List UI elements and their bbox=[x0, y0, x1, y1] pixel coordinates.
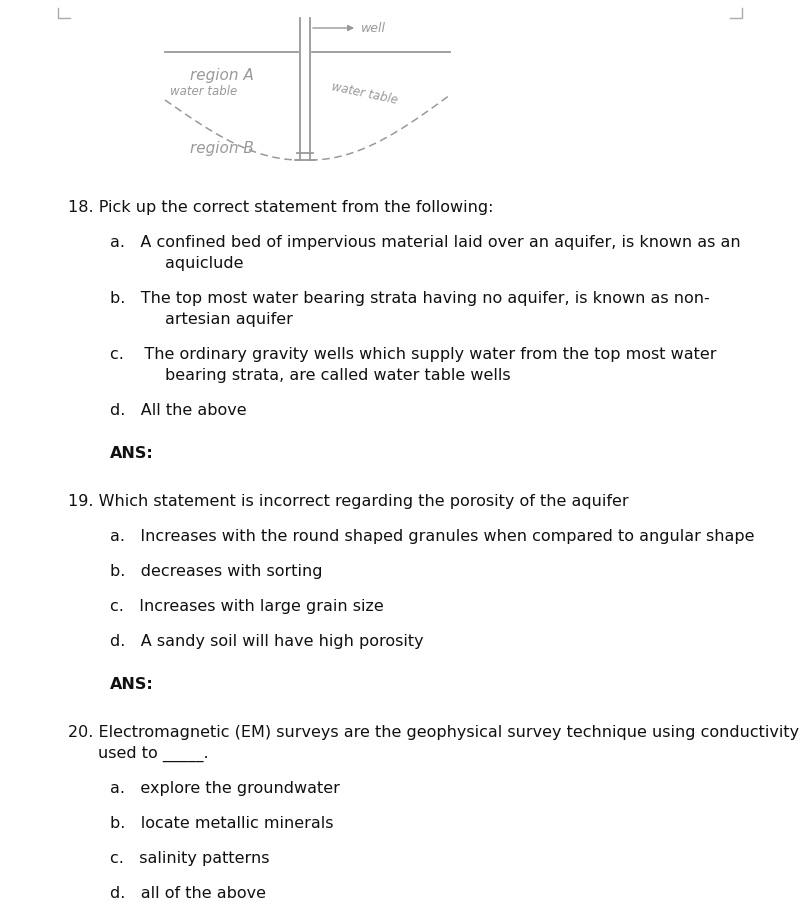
Text: b.   locate metallic minerals: b. locate metallic minerals bbox=[110, 816, 334, 831]
Text: a.   A confined bed of impervious material laid over an aquifer, is known as an: a. A confined bed of impervious material… bbox=[110, 235, 741, 250]
Text: region B: region B bbox=[190, 141, 254, 155]
Text: water table: water table bbox=[170, 85, 238, 98]
Text: c.   salinity patterns: c. salinity patterns bbox=[110, 851, 270, 866]
Text: well: well bbox=[361, 22, 386, 35]
Text: b.   decreases with sorting: b. decreases with sorting bbox=[110, 564, 322, 579]
Text: a.   Increases with the round shaped granules when compared to angular shape: a. Increases with the round shaped granu… bbox=[110, 529, 754, 544]
Text: d.   A sandy soil will have high porosity: d. A sandy soil will have high porosity bbox=[110, 634, 424, 649]
Text: c.    The ordinary gravity wells which supply water from the top most water: c. The ordinary gravity wells which supp… bbox=[110, 347, 717, 362]
Text: a.   explore the groundwater: a. explore the groundwater bbox=[110, 781, 340, 796]
Text: aquiclude: aquiclude bbox=[165, 256, 243, 271]
Text: b.   The top most water bearing strata having no aquifer, is known as non-: b. The top most water bearing strata hav… bbox=[110, 291, 710, 306]
Text: ANS:: ANS: bbox=[110, 446, 154, 461]
Text: 19. Which statement is incorrect regarding the porosity of the aquifer: 19. Which statement is incorrect regardi… bbox=[68, 494, 629, 509]
Text: water table: water table bbox=[330, 80, 398, 107]
Text: region A: region A bbox=[190, 68, 254, 82]
Text: 20. Electromagnetic (EM) surveys are the geophysical survey technique using cond: 20. Electromagnetic (EM) surveys are the… bbox=[68, 725, 800, 740]
Text: used to _____.: used to _____. bbox=[98, 746, 209, 762]
Text: 18. Pick up the correct statement from the following:: 18. Pick up the correct statement from t… bbox=[68, 200, 494, 215]
Text: bearing strata, are called water table wells: bearing strata, are called water table w… bbox=[165, 368, 510, 383]
Text: c.   Increases with large grain size: c. Increases with large grain size bbox=[110, 599, 384, 614]
Text: d.   All the above: d. All the above bbox=[110, 403, 246, 418]
Text: artesian aquifer: artesian aquifer bbox=[165, 312, 293, 327]
Text: d.   all of the above: d. all of the above bbox=[110, 886, 266, 901]
Text: ANS:: ANS: bbox=[110, 677, 154, 692]
